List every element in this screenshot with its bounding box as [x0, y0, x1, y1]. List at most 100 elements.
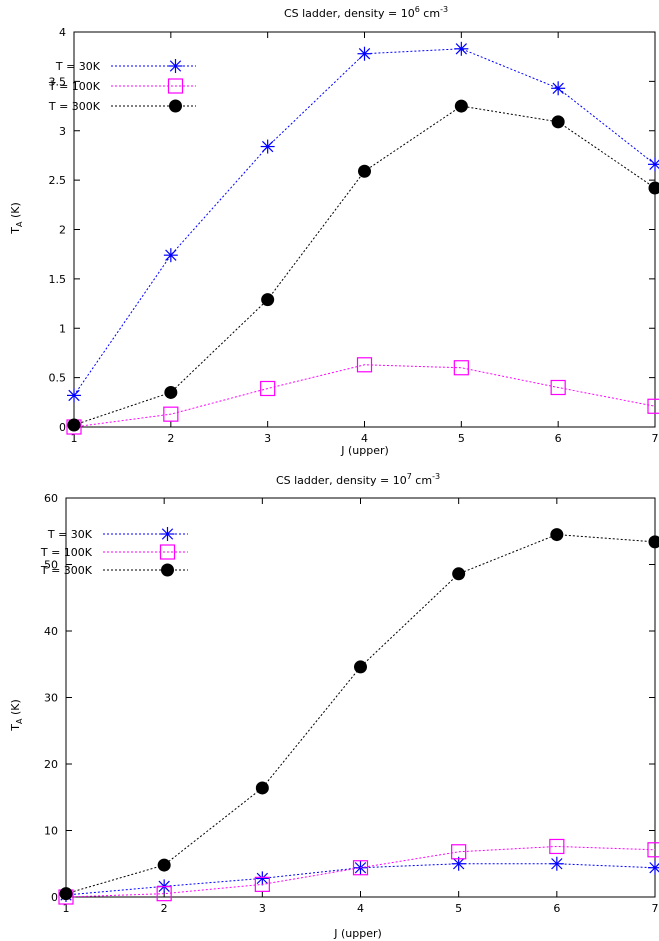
y-tick-label: 2.5 — [49, 174, 67, 187]
data-point — [163, 248, 178, 263]
x-axis-label: J (upper) — [340, 444, 389, 457]
legend-marker — [168, 59, 183, 73]
data-point — [647, 842, 659, 858]
data-point — [454, 41, 469, 56]
y-tick-label: 20 — [44, 758, 58, 771]
x-axis-label: J (upper) — [333, 927, 382, 940]
legend-label: T = 30K — [55, 60, 101, 73]
plot-frame — [65, 497, 656, 898]
data-point — [67, 388, 81, 403]
series-t-30k — [59, 856, 659, 903]
data-point — [67, 418, 81, 432]
data-point — [164, 385, 178, 399]
data-point — [260, 380, 276, 397]
y-tick-label: 0 — [51, 891, 58, 904]
plot-frame — [73, 31, 656, 428]
x-tick-label: 6 — [555, 432, 562, 445]
y-axis-label: TA (K) — [9, 699, 24, 732]
data-point — [261, 293, 275, 307]
legend-entry: T = 100K — [40, 544, 188, 560]
chart-top: CS ladder, density = 106 cm-3 TA (K) J (… — [9, 5, 659, 457]
data-point — [254, 876, 270, 892]
data-point — [453, 360, 469, 376]
x-tick-label: 3 — [259, 902, 266, 915]
x-tick-label: 4 — [361, 432, 368, 445]
x-tick-label: 1 — [71, 432, 78, 445]
y-tick-label: 10 — [44, 825, 58, 838]
data-point — [550, 528, 564, 542]
data-point — [156, 886, 172, 902]
data-point — [648, 181, 659, 195]
legend-marker — [159, 544, 176, 560]
chart-bottom: CS ladder, density = 107 cm-3 TA (K) J (… — [9, 472, 659, 940]
series-t-300k — [59, 528, 659, 901]
data-point — [550, 379, 566, 396]
legend-entry: T = 30K — [55, 59, 196, 73]
series-line — [65, 534, 656, 895]
data-point — [551, 115, 565, 129]
legend-marker — [167, 78, 184, 94]
x-tick-label: 6 — [553, 902, 560, 915]
legend-label: T = 300K — [48, 100, 101, 113]
y-tick-label: 1.5 — [49, 273, 67, 286]
legend-entry: T = 100K — [48, 78, 196, 94]
series-line — [73, 105, 656, 426]
legend-label: T = 300K — [40, 564, 93, 577]
y-tick-label: 30 — [44, 692, 58, 705]
data-point — [255, 781, 269, 795]
data-point — [549, 838, 565, 855]
chart-title: CS ladder, density = 106 cm-3 — [284, 5, 448, 20]
data-point — [59, 887, 73, 901]
x-tick-label: 5 — [455, 902, 462, 915]
chart-title: CS ladder, density = 107 cm-3 — [276, 472, 440, 487]
y-tick-label: 60 — [44, 492, 58, 505]
legend-marker — [169, 99, 182, 113]
data-point — [647, 398, 659, 414]
y-tick-label: 50 — [44, 559, 58, 572]
data-point — [648, 860, 659, 875]
legend-label: T = 30K — [47, 528, 93, 541]
x-tick-label: 7 — [652, 432, 659, 445]
data-point — [358, 164, 371, 178]
data-point — [255, 871, 270, 886]
legend-entry: T = 300K — [48, 99, 196, 113]
legend-marker — [160, 527, 175, 541]
y-tick-label: 40 — [44, 625, 58, 638]
x-tick-label: 4 — [357, 902, 364, 915]
data-point — [357, 46, 372, 61]
data-point — [551, 81, 566, 96]
x-tick-label: 2 — [167, 432, 174, 445]
series-line — [65, 845, 656, 898]
data-point — [454, 99, 468, 113]
data-point — [648, 157, 659, 172]
data-point — [260, 139, 275, 154]
data-point — [354, 660, 367, 674]
data-point — [356, 357, 373, 373]
y-tick-label: 1 — [59, 322, 66, 335]
data-point — [648, 535, 659, 549]
series-t-100k — [58, 838, 659, 905]
series-t-100k — [66, 357, 659, 435]
x-tick-label: 7 — [652, 902, 659, 915]
x-tick-label: 2 — [161, 902, 168, 915]
y-tick-label: 0.5 — [49, 372, 67, 385]
y-axis-label: TA (K) — [9, 202, 24, 235]
legend-entry: T = 30K — [47, 527, 188, 541]
legend-label: T = 100K — [40, 546, 93, 559]
legend-entry: T = 300K — [40, 563, 188, 577]
data-point — [549, 856, 564, 871]
y-tick-label: 3.5 — [49, 75, 67, 88]
data-point — [163, 406, 179, 422]
data-point — [157, 858, 171, 872]
x-tick-label: 5 — [458, 432, 465, 445]
legend-marker — [161, 563, 174, 577]
series-t-300k — [67, 99, 659, 432]
x-tick-label: 1 — [63, 902, 70, 915]
series-t-30k — [67, 41, 659, 403]
y-tick-label: 3 — [59, 125, 66, 138]
y-tick-label: 0 — [59, 421, 66, 434]
data-point — [451, 844, 467, 860]
data-point — [452, 567, 466, 581]
legend-label: T = 100K — [48, 80, 101, 93]
y-tick-label: 2 — [59, 224, 66, 237]
